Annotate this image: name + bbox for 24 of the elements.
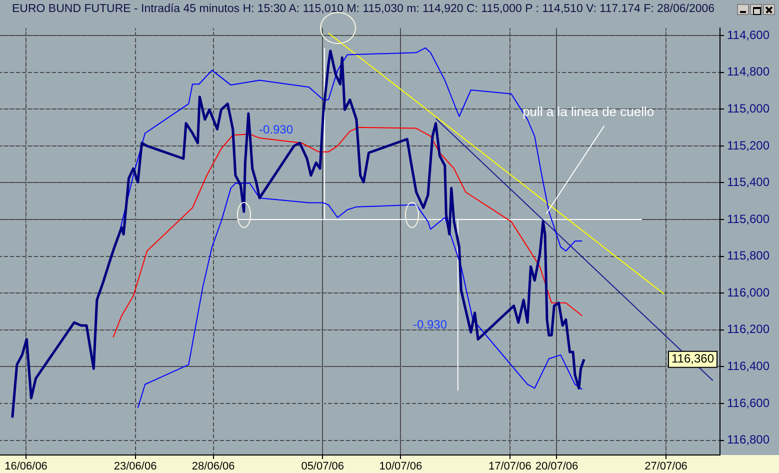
x-tick-label: 10/07/06 bbox=[379, 460, 422, 473]
y-tick-label: 114,600 bbox=[727, 28, 770, 42]
annotation: -0.930 bbox=[412, 317, 448, 332]
x-tick-label: 27/07/06 bbox=[644, 460, 688, 473]
x-tick-label: 23/06/06 bbox=[114, 460, 157, 473]
y-tick-label: 116,400 bbox=[727, 359, 770, 374]
annotation: 116,360 bbox=[672, 352, 714, 366]
chart-title: EURO BUND FUTURE - Intradía 45 minutos H: 15:30 A: 115,010 M: 115,030 m: 114,920 C: 115,000 P : 114,510 V: 117.174 F: 28/06/2006 bbox=[12, 3, 715, 15]
annotation: -0.930 bbox=[258, 122, 294, 136]
y-tick-label: 116,600 bbox=[727, 396, 770, 410]
y-tick-label: 116,800 bbox=[727, 432, 770, 447]
x-tick-label: 16/06/06 bbox=[4, 460, 48, 473]
y-tick-label: 115,000 bbox=[727, 101, 770, 116]
x-tick-label: 28/06/06 bbox=[192, 460, 235, 473]
y-tick-label: 115,800 bbox=[727, 248, 770, 263]
y-tick-label: 115,400 bbox=[727, 175, 770, 190]
y-tick-label: 115,200 bbox=[727, 138, 770, 152]
y-tick-label: 115,600 bbox=[727, 212, 770, 226]
x-tick-label: 05/07/06 bbox=[301, 460, 344, 473]
y-tick-label: 114,800 bbox=[727, 64, 770, 79]
y-tick-label: 116,000 bbox=[727, 285, 770, 300]
x-tick-label: 20/07/06 bbox=[535, 460, 578, 473]
y-tick-label: 116,200 bbox=[727, 322, 770, 336]
x-tick-label: 17/07/06 bbox=[488, 460, 532, 473]
